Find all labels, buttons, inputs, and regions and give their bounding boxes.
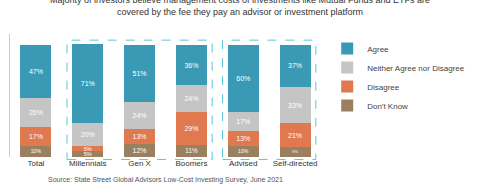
svg-text:Neither Agree nor Disagree: Neither Agree nor Disagree [367,64,464,73]
svg-text:60%: 60% [236,75,250,82]
svg-text:Don't Know: Don't Know [367,102,408,111]
svg-text:Self-directed: Self-directed [273,159,318,168]
svg-text:Boomers: Boomers [175,159,207,168]
svg-text:Agree: Agree [367,45,389,54]
svg-text:9%: 9% [292,149,298,154]
svg-text:33%: 33% [288,102,302,109]
svg-text:Disagree: Disagree [367,83,400,92]
svg-text:47%: 47% [29,68,43,75]
svg-text:36%: 36% [184,62,198,69]
svg-text:11%: 11% [185,147,198,154]
svg-text:24%: 24% [184,95,198,102]
svg-text:Source: State Street Global Ad: Source: State Street Global Advisors Low… [48,176,283,184]
svg-text:20%: 20% [81,131,95,138]
svg-text:Advised: Advised [229,159,257,168]
svg-text:24%: 24% [133,112,147,119]
svg-text:37%: 37% [288,62,302,69]
svg-text:Total: Total [27,159,44,168]
svg-text:10%: 10% [238,148,249,154]
svg-text:5%: 5% [84,146,92,152]
svg-text:10%: 10% [31,148,42,154]
svg-text:17%: 17% [29,133,43,140]
svg-text:71%: 71% [81,80,95,87]
svg-text:5%: 5% [84,151,92,157]
svg-text:13%: 13% [133,133,147,140]
svg-text:17%: 17% [236,118,250,125]
svg-text:12%: 12% [133,147,147,154]
svg-text:Millennials: Millennials [69,159,106,168]
svg-text:26%: 26% [29,109,43,116]
svg-text:Gen X: Gen X [128,159,151,168]
svg-text:Majority of investors believe: Majority of investors believe management… [50,0,430,17]
svg-text:29%: 29% [184,125,198,132]
svg-text:13%: 13% [236,135,250,142]
svg-text:51%: 51% [133,70,147,77]
svg-text:21%: 21% [288,132,302,139]
